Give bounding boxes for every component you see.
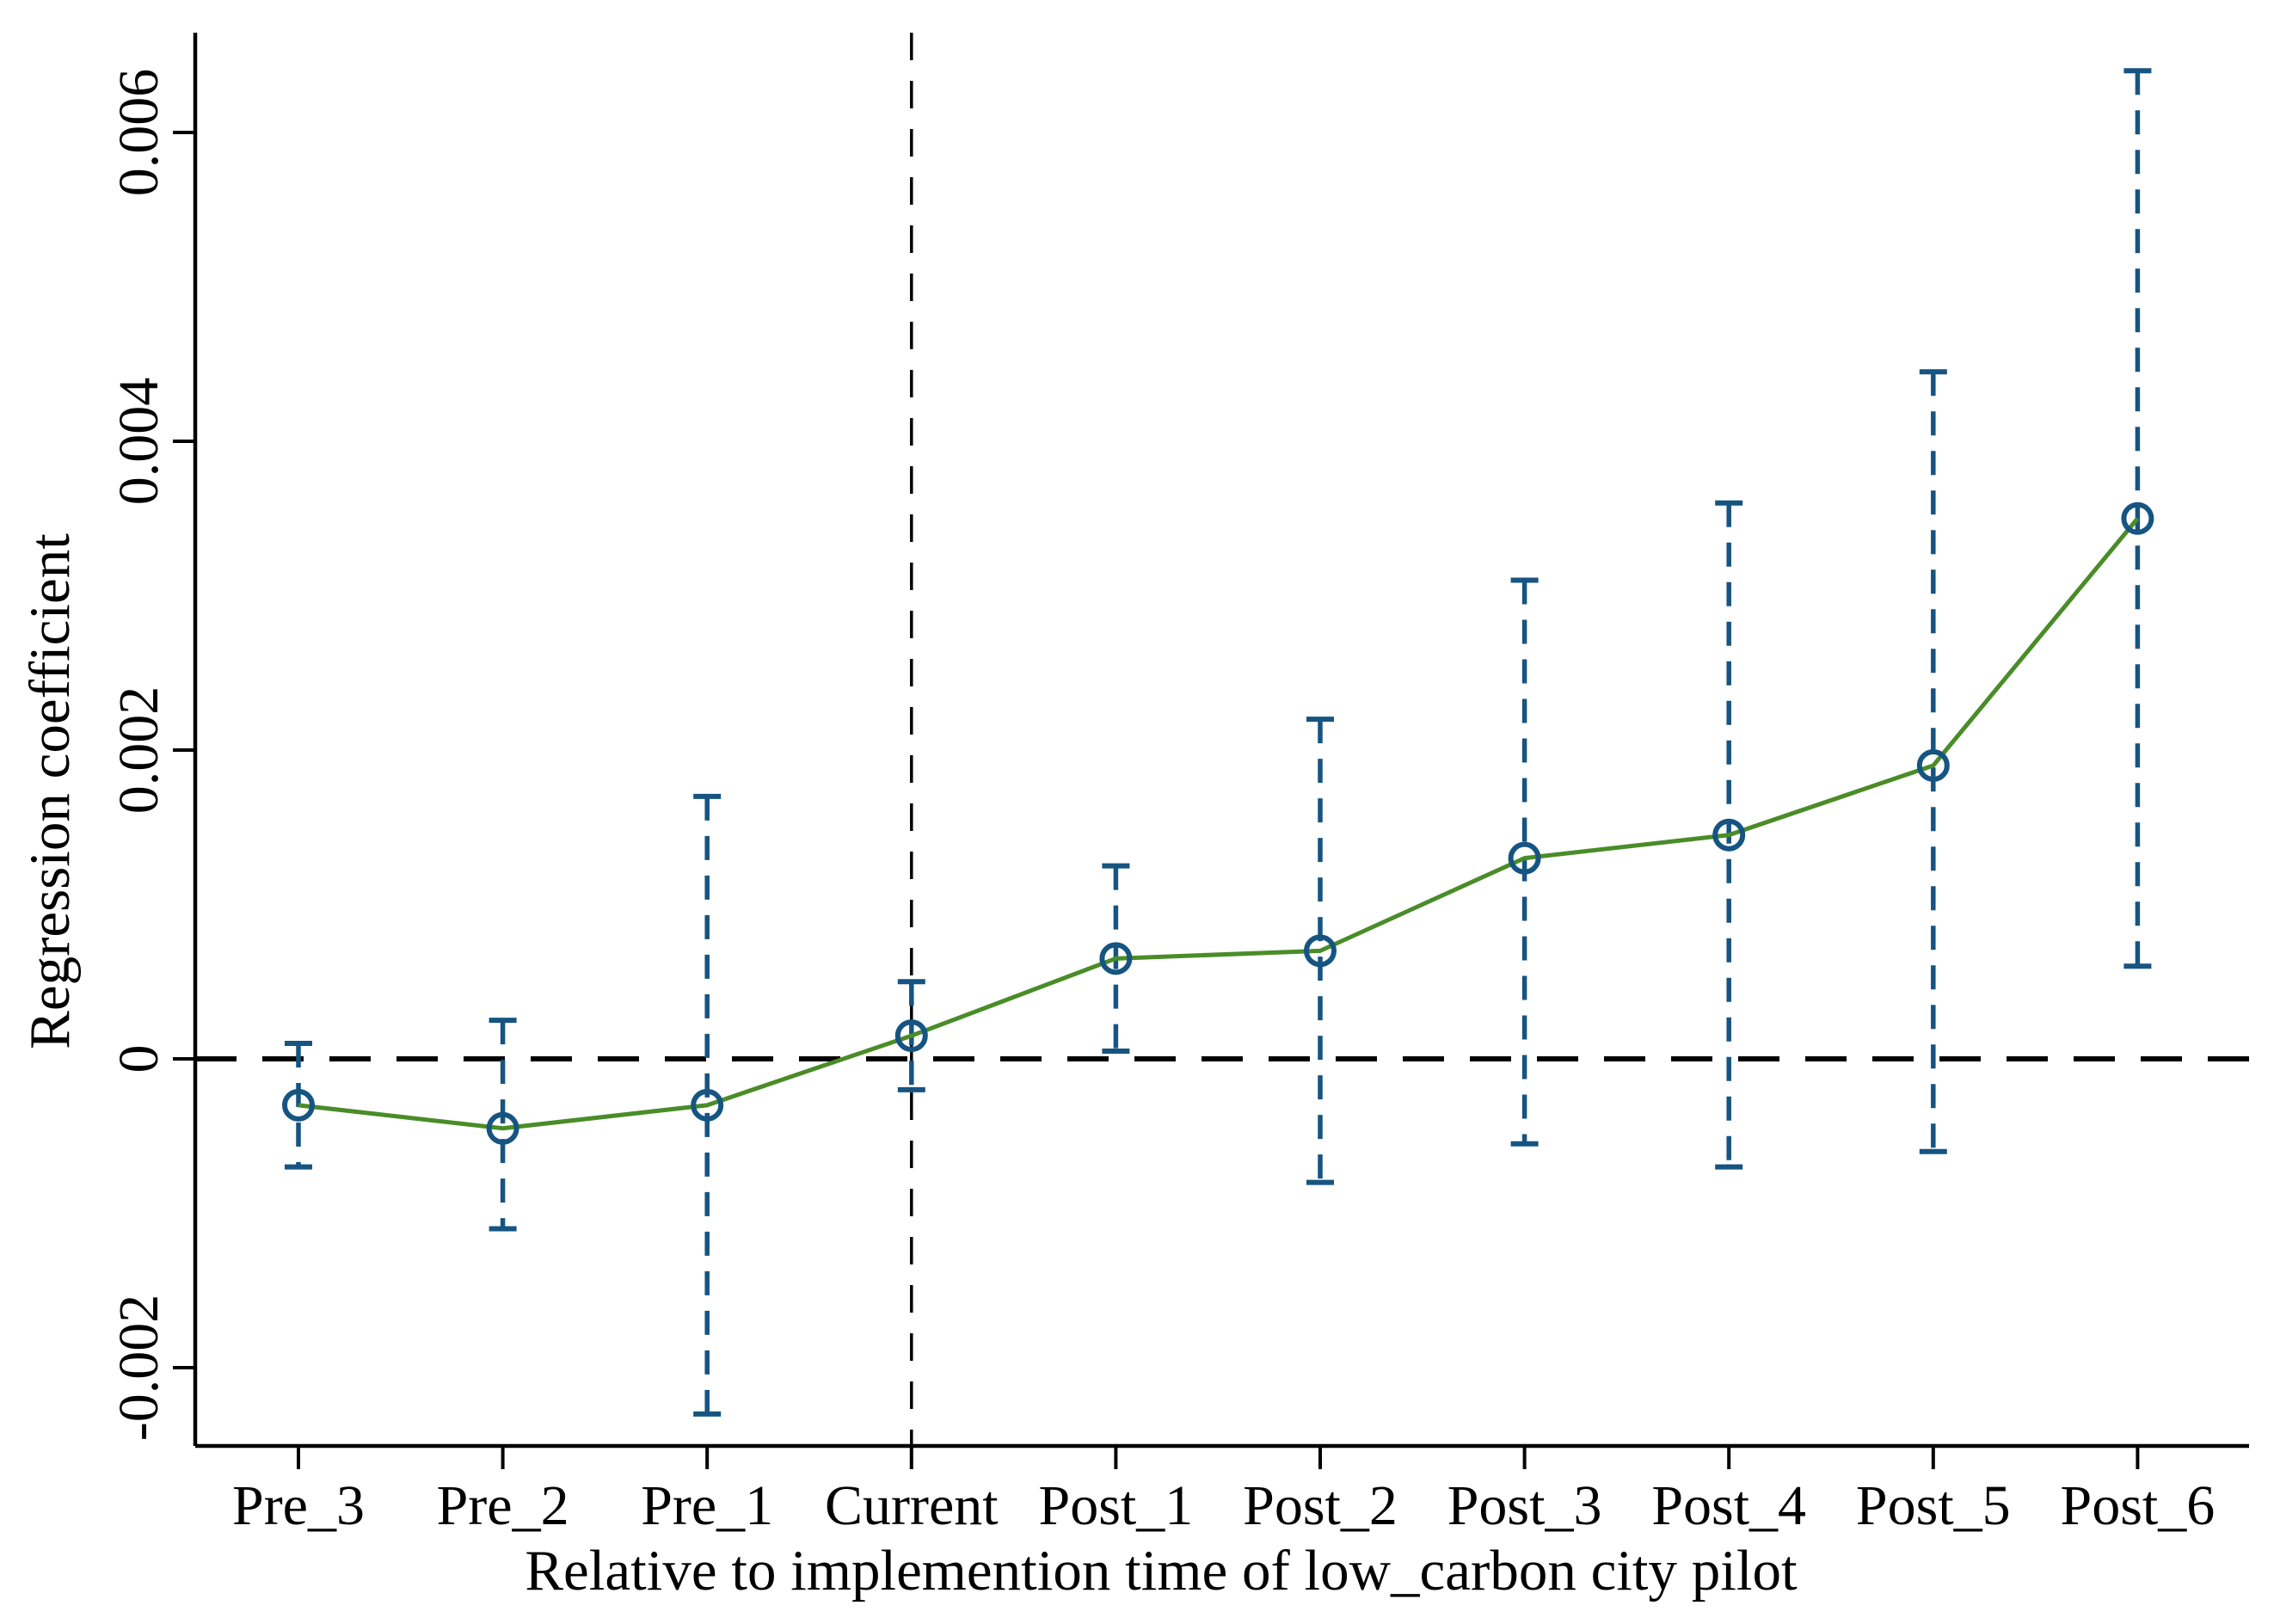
- reference-lines: [195, 33, 2249, 1446]
- coefficient-marker: [486, 1111, 519, 1145]
- x-tick-label: Pre_2: [437, 1474, 569, 1537]
- x-tick-label: Post_2: [1243, 1474, 1398, 1537]
- coefficient-marker: [894, 1019, 928, 1053]
- y-axis-title: Regression coefficient: [18, 533, 82, 1049]
- coefficient-marker: [1916, 748, 1950, 782]
- x-axis-title: Relative to implemention time of low_car…: [525, 1539, 1798, 1602]
- x-tick-label: Post_4: [1651, 1474, 1806, 1537]
- x-tick-label: Post_1: [1039, 1474, 1194, 1537]
- x-tick-label: Post_5: [1856, 1474, 2011, 1537]
- y-tick-label: 0.006: [108, 69, 170, 197]
- x-tick-label: Post_3: [1447, 1474, 1602, 1537]
- x-tick-label: Pre_1: [641, 1474, 773, 1537]
- coefficient-marker: [1508, 841, 1541, 875]
- coefficient-marker: [2121, 501, 2154, 535]
- y-tick-label: -0.002: [108, 1295, 170, 1441]
- y-tick-label: 0: [108, 1045, 170, 1073]
- x-axis-ticks: Pre_3 Pre_2 Pre_1 Current Post_1 Post_2 Post_3…: [232, 1446, 2215, 1537]
- y-tick-label: 0.004: [108, 378, 170, 506]
- coefficient-marker: [282, 1088, 315, 1122]
- coefficient-markers: [282, 501, 2154, 1145]
- y-axis-ticks: -0.002 0 0.002 0.004 0.006: [108, 69, 195, 1441]
- coefficient-marker: [1304, 934, 1337, 968]
- confidence-intervals: [285, 68, 2152, 1417]
- coefficient-marker: [1712, 818, 1746, 852]
- coefficient-marker: [691, 1088, 724, 1122]
- coefficient-line: [298, 517, 2140, 1131]
- coefficient-marker: [1099, 942, 1133, 975]
- x-tick-label: Pre_3: [232, 1474, 365, 1537]
- x-tick-label: Current: [825, 1474, 999, 1537]
- axes: [193, 33, 2249, 1449]
- coefficient-polyline: [298, 517, 2140, 1131]
- y-tick-label: 0.002: [108, 686, 170, 815]
- x-tick-label: Post_6: [2061, 1474, 2216, 1537]
